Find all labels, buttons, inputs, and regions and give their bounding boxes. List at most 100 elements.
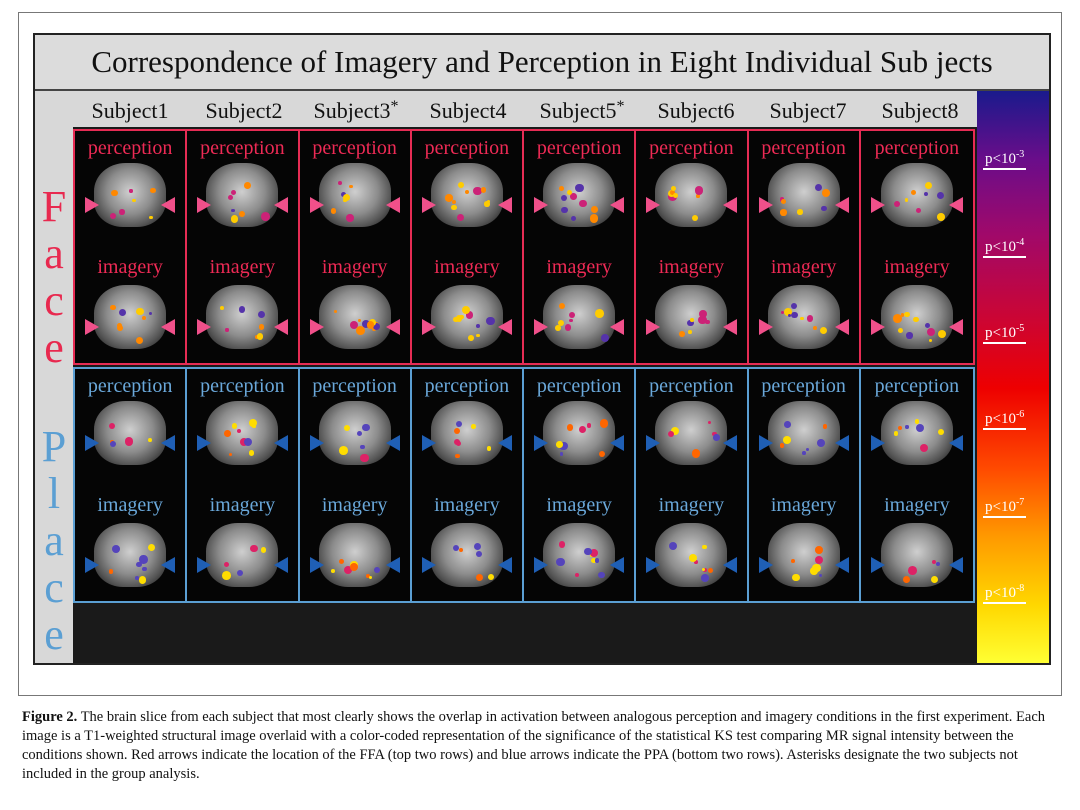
activation-blob: [702, 544, 707, 550]
activation-blob: [565, 324, 572, 331]
activation-blob: [357, 431, 363, 437]
place-subject-cell: perception imagery: [299, 369, 412, 601]
place-subject-cell: perception imagery: [187, 369, 300, 601]
activation-blob: [222, 570, 232, 580]
activation-blob: [923, 191, 928, 196]
left-pointer-arrow-icon: [421, 557, 436, 573]
p-value-label: p<10-3: [983, 149, 1027, 170]
right-pointer-arrow-icon: [722, 435, 737, 451]
row-letter: e: [44, 610, 64, 659]
left-pointer-arrow-icon: [309, 197, 324, 213]
activation-blob: [687, 319, 694, 327]
activation-blob: [590, 549, 599, 558]
figure-title: Correspondence of Imagery and Perception…: [35, 35, 1049, 91]
brain-slice-perception: [430, 163, 503, 227]
imagery-label: imagery: [658, 256, 725, 278]
face-subject-cell: perception imagery: [636, 131, 749, 363]
brain-slice-perception: [543, 401, 616, 465]
activation-blob: [261, 211, 270, 221]
activation-blob: [465, 190, 470, 194]
right-pointer-arrow-icon: [834, 435, 849, 451]
row-letter: e: [44, 323, 64, 372]
activation-blob: [458, 181, 465, 189]
subject-label: Subject7: [753, 91, 863, 127]
left-pointer-arrow-icon: [646, 557, 661, 573]
activation-blob: [569, 311, 576, 318]
activation-blob: [701, 567, 706, 572]
right-pointer-arrow-icon: [610, 197, 625, 213]
place-subject-cell: perception imagery: [75, 369, 188, 601]
brain-slice-imagery: [94, 523, 167, 587]
activation-blob: [594, 558, 600, 563]
right-pointer-arrow-icon: [949, 435, 963, 451]
p-value-exponent: -8: [1015, 583, 1025, 594]
place-subject-cell: perception imagery: [636, 369, 749, 601]
perception-label: perception: [761, 375, 846, 397]
perception-label: perception: [874, 137, 960, 159]
activation-blob: [892, 314, 902, 324]
left-pointer-arrow-icon: [534, 435, 548, 451]
activation-blob: [792, 573, 800, 582]
activation-blob: [904, 198, 909, 202]
activation-blob: [559, 441, 568, 451]
activation-blob: [691, 214, 698, 222]
right-pointer-arrow-icon: [949, 319, 963, 335]
activation-blob: [908, 566, 917, 575]
activation-blob: [476, 333, 481, 338]
figure-caption: Figure 2. The brain slice from each subj…: [22, 708, 1062, 784]
brain-slice-imagery: [206, 285, 279, 349]
activation-blob: [372, 322, 381, 331]
activation-blob: [779, 443, 785, 448]
right-pointer-arrow-icon: [385, 197, 400, 213]
activation-blob: [465, 311, 473, 319]
imagery-label: imagery: [209, 494, 276, 516]
perception-label: perception: [424, 137, 510, 159]
exclusion-asterisk: *: [616, 98, 625, 115]
activation-blob: [790, 303, 797, 310]
activation-blob: [913, 316, 919, 323]
activation-blob: [668, 542, 677, 551]
activation-blob: [338, 181, 342, 185]
perception-label: perception: [200, 137, 285, 159]
p-value-exponent: -5: [1015, 323, 1025, 334]
activation-blob: [667, 431, 674, 438]
brain-slice-imagery: [543, 523, 616, 587]
activation-blob: [915, 423, 924, 432]
row-letter: c: [44, 563, 64, 612]
activation-blob: [699, 310, 707, 318]
activation-blob: [473, 543, 482, 551]
left-pointer-arrow-icon: [534, 557, 548, 573]
activation-blob: [784, 421, 792, 428]
left-pointer-arrow-icon: [646, 435, 661, 451]
perception-label: perception: [649, 375, 734, 397]
activation-blob: [897, 327, 903, 333]
perception-label: perception: [761, 137, 846, 159]
activation-blob: [339, 446, 348, 455]
perception-label: perception: [424, 375, 510, 397]
activation-blob: [822, 424, 828, 429]
activation-blob: [932, 559, 937, 565]
activation-blob: [938, 330, 947, 339]
activation-blob: [578, 425, 586, 433]
activation-blob: [361, 319, 371, 328]
activation-blob: [349, 184, 353, 189]
p-value-base: p<10: [985, 499, 1016, 515]
activation-blob: [566, 189, 572, 195]
brain-slice-perception: [318, 163, 391, 227]
activation-blob: [584, 547, 592, 556]
brain-slice-imagery: [655, 523, 728, 587]
subject-label: Subject3 *: [301, 91, 411, 127]
activation-blob: [455, 315, 462, 322]
activation-blob: [669, 190, 675, 196]
right-pointer-arrow-icon: [161, 319, 176, 335]
activation-blob: [559, 303, 566, 309]
right-pointer-arrow-icon: [722, 319, 737, 335]
perception-label: perception: [87, 137, 173, 159]
activation-blob: [223, 561, 230, 568]
subject-label-text: Subject2: [205, 98, 283, 123]
activation-blob: [937, 213, 946, 221]
activation-blob: [138, 576, 146, 584]
brain-slice-imagery: [430, 285, 503, 349]
activation-blob: [903, 576, 911, 584]
brain-slice-imagery: [767, 285, 840, 349]
